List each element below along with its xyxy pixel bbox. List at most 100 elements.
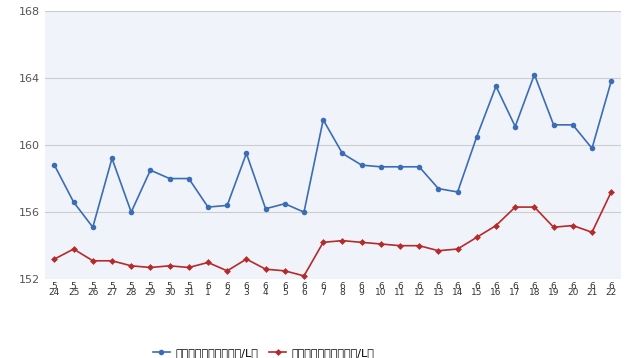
ハイオク実売価格（円/L）	[588, 230, 596, 234]
Text: 6: 6	[301, 289, 307, 297]
Text: 20: 20	[567, 289, 579, 297]
Text: 6: 6	[455, 282, 460, 291]
Text: 3: 3	[244, 289, 249, 297]
ハイオク実売価格（円/L）	[377, 242, 385, 246]
ハイオク実売価格（円/L）	[300, 274, 308, 278]
Text: 1: 1	[205, 289, 211, 297]
ハイオク看板価格（円/L）	[127, 210, 135, 214]
ハイオク実売価格（円/L）	[185, 265, 193, 270]
ハイオク看板価格（円/L）	[588, 146, 596, 150]
Text: 8: 8	[340, 289, 345, 297]
ハイオク実売価格（円/L）	[607, 190, 615, 194]
Text: 6: 6	[378, 282, 383, 291]
ハイオク実売価格（円/L）	[51, 257, 58, 261]
ハイオク看板価格（円/L）	[511, 124, 519, 129]
ハイオク看板価格（円/L）	[492, 84, 500, 88]
ハイオク実売価格（円/L）	[569, 223, 577, 228]
ハイオク看板価格（円/L）	[243, 151, 250, 155]
Text: 6: 6	[205, 282, 211, 291]
Text: 6: 6	[474, 282, 479, 291]
ハイオク看板価格（円/L）	[300, 210, 308, 214]
Text: 18: 18	[529, 289, 540, 297]
ハイオク実売価格（円/L）	[511, 205, 519, 209]
ハイオク看板価格（円/L）	[531, 72, 538, 77]
Text: 24: 24	[49, 289, 60, 297]
ハイオク実売価格（円/L）	[358, 240, 365, 245]
ハイオク看板価格（円/L）	[358, 163, 365, 167]
ハイオク看板価格（円/L）	[223, 203, 231, 208]
ハイオク実売価格（円/L）	[319, 240, 327, 245]
Text: 4: 4	[263, 289, 268, 297]
Text: 6: 6	[225, 282, 230, 291]
Text: 16: 16	[490, 289, 502, 297]
Text: 5: 5	[129, 282, 134, 291]
ハイオク実売価格（円/L）	[147, 265, 154, 270]
Text: 6: 6	[532, 282, 537, 291]
Text: 6: 6	[301, 282, 307, 291]
ハイオク実売価格（円/L）	[473, 235, 481, 240]
Text: 21: 21	[586, 289, 598, 297]
ハイオク看板価格（円/L）	[108, 156, 116, 160]
ハイオク実売価格（円/L）	[166, 263, 173, 268]
ハイオク看板価格（円/L）	[435, 187, 442, 191]
Text: 6: 6	[570, 282, 575, 291]
Text: 10: 10	[375, 289, 387, 297]
Text: 7: 7	[321, 289, 326, 297]
ハイオク実売価格（円/L）	[262, 267, 269, 271]
Text: 6: 6	[513, 282, 518, 291]
Text: 30: 30	[164, 289, 175, 297]
ハイオク実売価格（円/L）	[70, 247, 77, 251]
Text: 5: 5	[109, 282, 115, 291]
ハイオク看板価格（円/L）	[339, 151, 346, 155]
Text: 6: 6	[417, 282, 422, 291]
Text: 27: 27	[106, 289, 118, 297]
Text: 2: 2	[225, 289, 230, 297]
Text: 5: 5	[71, 282, 76, 291]
Text: 6: 6	[340, 282, 345, 291]
ハイオク看板価格（円/L）	[473, 135, 481, 139]
Text: 5: 5	[52, 282, 57, 291]
Text: 14: 14	[452, 289, 463, 297]
ハイオク実売価格（円/L）	[339, 238, 346, 243]
Text: 22: 22	[605, 289, 617, 297]
Text: 6: 6	[493, 282, 499, 291]
ハイオク実売価格（円/L）	[396, 243, 404, 248]
ハイオク実売価格（円/L）	[415, 243, 423, 248]
Text: 6: 6	[609, 282, 614, 291]
ハイオク看板価格（円/L）	[607, 79, 615, 83]
Text: 6: 6	[436, 282, 441, 291]
Text: 6: 6	[551, 282, 556, 291]
Line: ハイオク実売価格（円/L）: ハイオク実売価格（円/L）	[52, 189, 614, 278]
Text: 6: 6	[589, 282, 595, 291]
ハイオク看板価格（円/L）	[166, 176, 173, 181]
ハイオク実売価格（円/L）	[281, 269, 289, 273]
ハイオク看板価格（円/L）	[550, 123, 557, 127]
ハイオク看板価格（円/L）	[396, 165, 404, 169]
ハイオク実売価格（円/L）	[127, 263, 135, 268]
ハイオク実売価格（円/L）	[243, 257, 250, 261]
Text: 26: 26	[87, 289, 99, 297]
ハイオク看板価格（円/L）	[415, 165, 423, 169]
ハイオク実売価格（円/L）	[435, 248, 442, 253]
Text: 5: 5	[90, 282, 95, 291]
ハイオク実売価格（円/L）	[550, 225, 557, 229]
Text: 11: 11	[394, 289, 406, 297]
Text: 6: 6	[244, 282, 249, 291]
Line: ハイオク看板価格（円/L）: ハイオク看板価格（円/L）	[52, 72, 614, 230]
ハイオク看板価格（円/L）	[569, 123, 577, 127]
Text: 5: 5	[186, 282, 191, 291]
Text: 19: 19	[548, 289, 559, 297]
ハイオク実売価格（円/L）	[454, 247, 461, 251]
Text: 13: 13	[433, 289, 444, 297]
Text: 5: 5	[148, 282, 153, 291]
Text: 6: 6	[321, 282, 326, 291]
ハイオク看板価格（円/L）	[319, 118, 327, 122]
Text: 29: 29	[145, 289, 156, 297]
ハイオク看板価格（円/L）	[70, 200, 77, 204]
Text: 6: 6	[282, 282, 287, 291]
ハイオク看板価格（円/L）	[281, 202, 289, 206]
Text: 5: 5	[282, 289, 287, 297]
ハイオク実売価格（円/L）	[204, 260, 212, 265]
Text: 9: 9	[359, 289, 364, 297]
Text: 28: 28	[125, 289, 137, 297]
